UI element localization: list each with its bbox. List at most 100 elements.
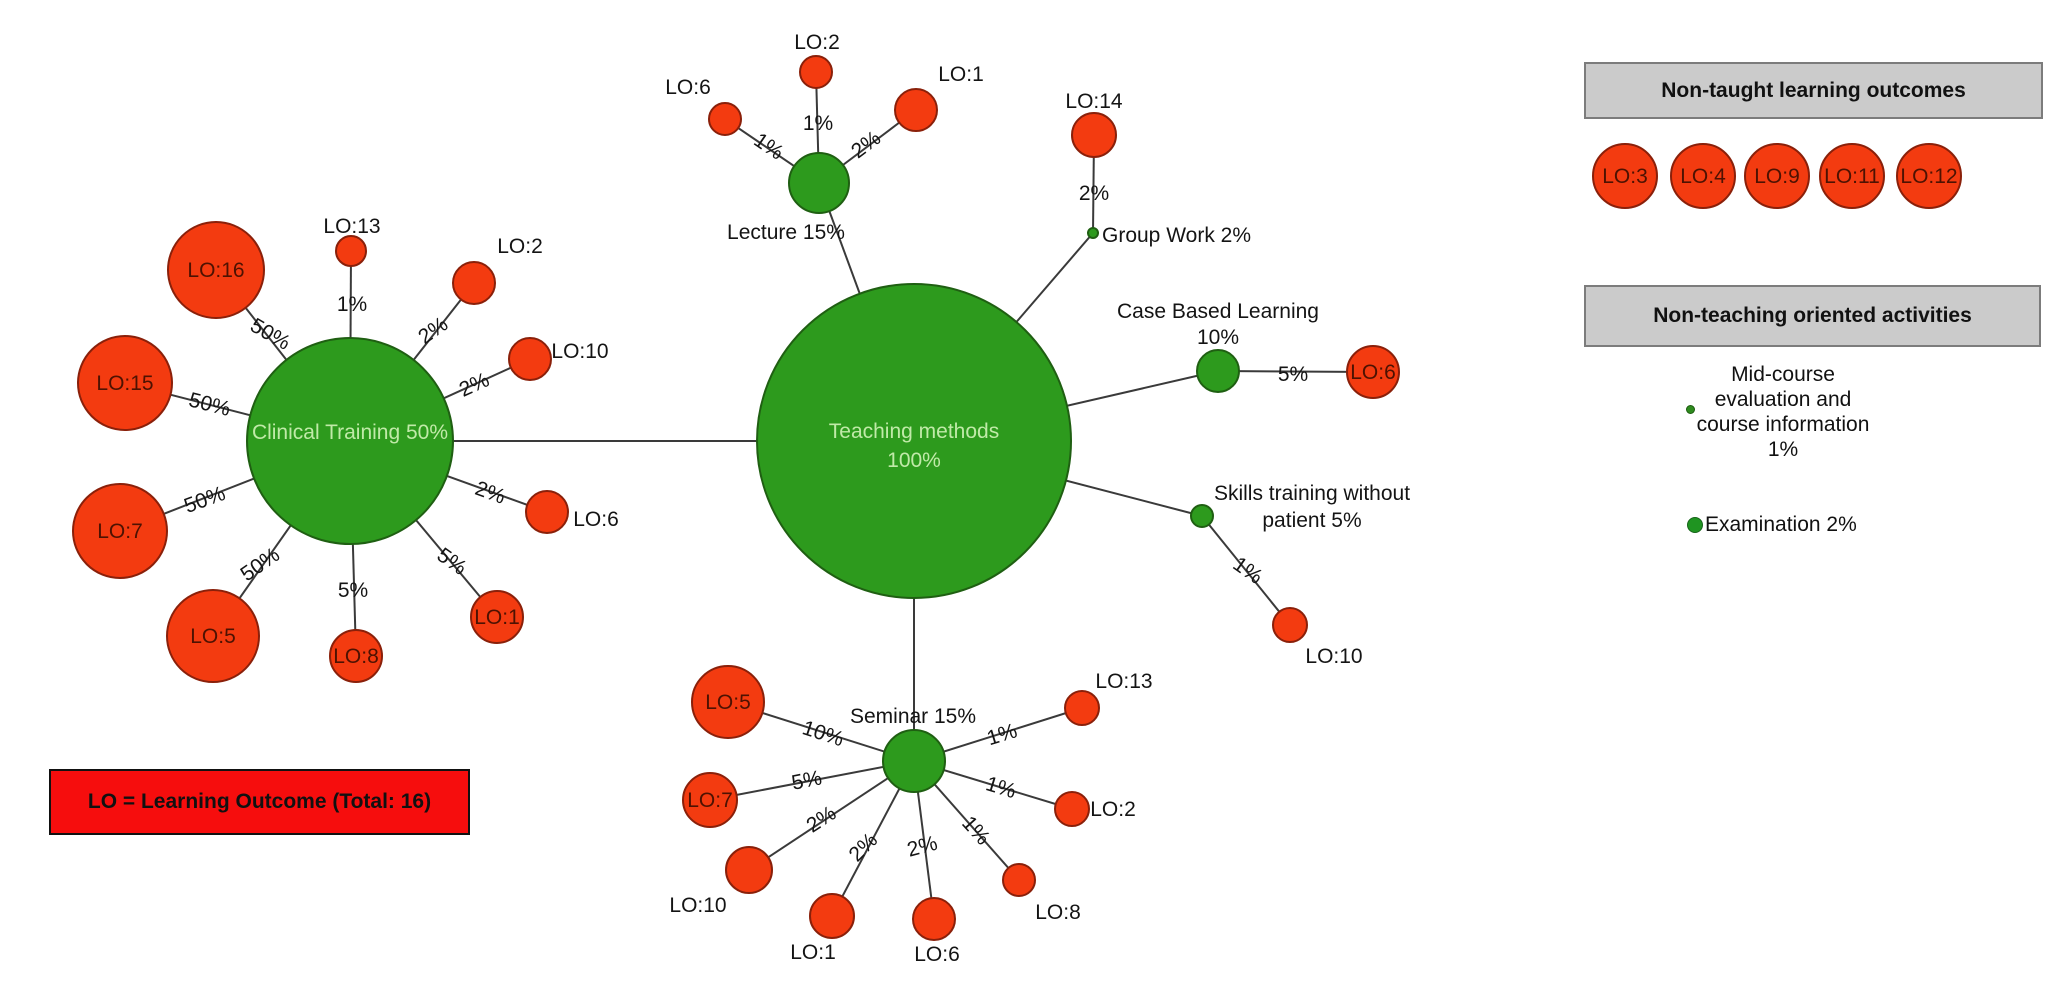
edge-label-skills-lo10s: 1% xyxy=(1229,553,1267,589)
node-label-lo6c: LO:6 xyxy=(573,508,619,531)
node-label-lo6l: LO:6 xyxy=(665,76,711,99)
node-label-lo8s: LO:8 xyxy=(1035,901,1081,924)
outcome-node-lo7s xyxy=(682,772,738,828)
outcome-node-lo16c xyxy=(167,221,265,319)
node-label-lo14: LO:14 xyxy=(1065,90,1123,113)
outcome-node-lo3 xyxy=(1592,143,1658,209)
node-label-lo7s: LO:7 xyxy=(687,789,733,812)
node-label-groupwork: Group Work 2% xyxy=(1102,224,1251,247)
node-label-lo1c: LO:1 xyxy=(474,606,520,629)
examination-dot-icon xyxy=(1687,517,1703,533)
outcome-node-lo15c xyxy=(77,335,173,431)
node-label-lo16c: LO:16 xyxy=(187,259,244,282)
outcome-node-lo7c xyxy=(72,483,168,579)
edge-label-seminar-lo13s: 1% xyxy=(984,719,1020,750)
outcome-node-lo6c xyxy=(525,490,569,534)
node-label-lo2s: LO:2 xyxy=(1090,798,1136,821)
outcome-node-lo4 xyxy=(1670,143,1736,209)
outcome-node-lo2s xyxy=(1054,791,1090,827)
edge-label-clinical-lo7c: 50% xyxy=(181,482,228,518)
edge-label-clinical-lo15c: 50% xyxy=(186,388,232,420)
edge-label-clinical-lo16c: 50% xyxy=(246,314,294,355)
node-label-skills-line2: patient 5% xyxy=(1262,509,1361,532)
edge-label-clinical-lo8c: 5% xyxy=(338,579,368,602)
node-label-lo10c: LO:10 xyxy=(551,340,608,363)
midcourse-dot-icon xyxy=(1686,405,1695,414)
method-node-skills xyxy=(1190,504,1214,528)
node-label-lo8c: LO:8 xyxy=(333,645,379,668)
examination-item: Examination 2% xyxy=(1687,513,1857,537)
node-label-lo11: LO:11 xyxy=(1824,165,1880,188)
edge-seminar-lo10se xyxy=(748,760,915,871)
node-label-lo6cb: LO:6 xyxy=(1350,361,1396,384)
edge-label-clinical-lo6c: 2% xyxy=(472,477,508,509)
node-label-lo1l: LO:1 xyxy=(938,63,984,86)
node-label-lo7c: LO:7 xyxy=(97,520,143,543)
outcome-node-lo11 xyxy=(1819,143,1885,209)
edge-label-clinical-lo13c: 1% xyxy=(337,293,367,316)
edge-label-seminar-lo7s: 5% xyxy=(790,766,824,794)
outcome-node-lo2l xyxy=(799,55,833,89)
midcourse-evaluation-label: Mid-course evaluation and course informa… xyxy=(1696,363,1870,461)
method-node-clinical xyxy=(246,337,454,545)
method-node-lecture xyxy=(788,152,850,214)
outcome-node-lo5c xyxy=(166,589,260,683)
node-label-clinical: Clinical Training 50% xyxy=(252,421,448,444)
outcome-node-lo8c xyxy=(329,629,383,683)
method-node-seminar xyxy=(882,729,946,793)
edge-label-seminar-lo2s: 1% xyxy=(983,772,1019,803)
outcome-node-lo6s xyxy=(912,897,956,941)
node-label-cbl-line1: Case Based Learning xyxy=(1117,300,1319,323)
node-label-lecture: Lecture 15% xyxy=(727,221,845,244)
edge-label-lecture-lo6l: 1% xyxy=(750,129,788,165)
outcome-node-lo14 xyxy=(1071,112,1117,158)
outcome-node-lo10c xyxy=(508,337,552,381)
edge-label-seminar-lo6s: 2% xyxy=(905,832,940,862)
node-label-teaching-line1: Teaching methods xyxy=(829,420,999,443)
method-node-teaching xyxy=(756,283,1072,599)
node-label-lo10s: LO:10 xyxy=(1305,645,1362,668)
node-label-skills-line1: Skills training without xyxy=(1214,482,1410,505)
node-label-lo5s: LO:5 xyxy=(705,691,751,714)
node-label-lo1s: LO:1 xyxy=(790,941,836,964)
node-label-lo6s: LO:6 xyxy=(914,943,960,966)
non-teaching-activities-header: Non-teaching oriented activities xyxy=(1584,285,2041,347)
node-label-lo3: LO:3 xyxy=(1602,165,1648,188)
node-label-lo10se: LO:10 xyxy=(669,894,726,917)
outcome-node-lo8s xyxy=(1002,863,1036,897)
outcome-node-lo1l xyxy=(894,88,938,132)
edge-label-clinical-lo5c: 50% xyxy=(236,543,284,586)
lo-legend-label: LO = Learning Outcome (Total: 16) xyxy=(87,790,432,813)
lo-legend-box: LO = Learning Outcome (Total: 16) xyxy=(49,769,470,835)
outcome-node-lo10se xyxy=(725,846,773,894)
non-taught-outcomes-header: Non-taught learning outcomes xyxy=(1584,62,2043,119)
outcome-node-lo9 xyxy=(1744,143,1810,209)
node-label-lo13c: LO:13 xyxy=(323,215,380,238)
edge-label-seminar-lo5s: 10% xyxy=(799,716,846,751)
outcome-node-lo10s xyxy=(1272,607,1308,643)
edge-label-groupwork-lo14: 2% xyxy=(1079,182,1109,205)
outcome-node-lo6cb xyxy=(1346,345,1400,399)
edge-label-clinical-lo10c: 2% xyxy=(456,368,493,401)
examination-label: Examination 2% xyxy=(1705,513,1857,536)
node-label-lo5c: LO:5 xyxy=(190,625,236,648)
outcome-node-lo1c xyxy=(470,590,524,644)
node-label-lo13s: LO:13 xyxy=(1095,670,1152,693)
node-label-cbl-line2: 10% xyxy=(1197,326,1239,349)
node-label-lo4: LO:4 xyxy=(1680,165,1726,188)
node-label-lo2c: LO:2 xyxy=(497,235,543,258)
node-label-seminar: Seminar 15% xyxy=(850,705,976,728)
edge-label-cbl-lo6cb: 5% xyxy=(1278,363,1308,386)
edge-label-seminar-lo1s: 2% xyxy=(845,829,883,867)
edge-label-lecture-lo2l: 1% xyxy=(803,112,833,135)
outcome-node-lo1s xyxy=(809,893,855,939)
outcome-node-lo13c xyxy=(335,235,367,267)
node-label-lo12: LO:12 xyxy=(1900,165,1957,188)
edge-seminar-lo7s xyxy=(709,760,915,801)
node-label-lo2l: LO:2 xyxy=(794,31,840,54)
method-node-cbl xyxy=(1196,349,1240,393)
outcome-node-lo13s xyxy=(1064,690,1100,726)
method-node-groupwork xyxy=(1087,227,1099,239)
